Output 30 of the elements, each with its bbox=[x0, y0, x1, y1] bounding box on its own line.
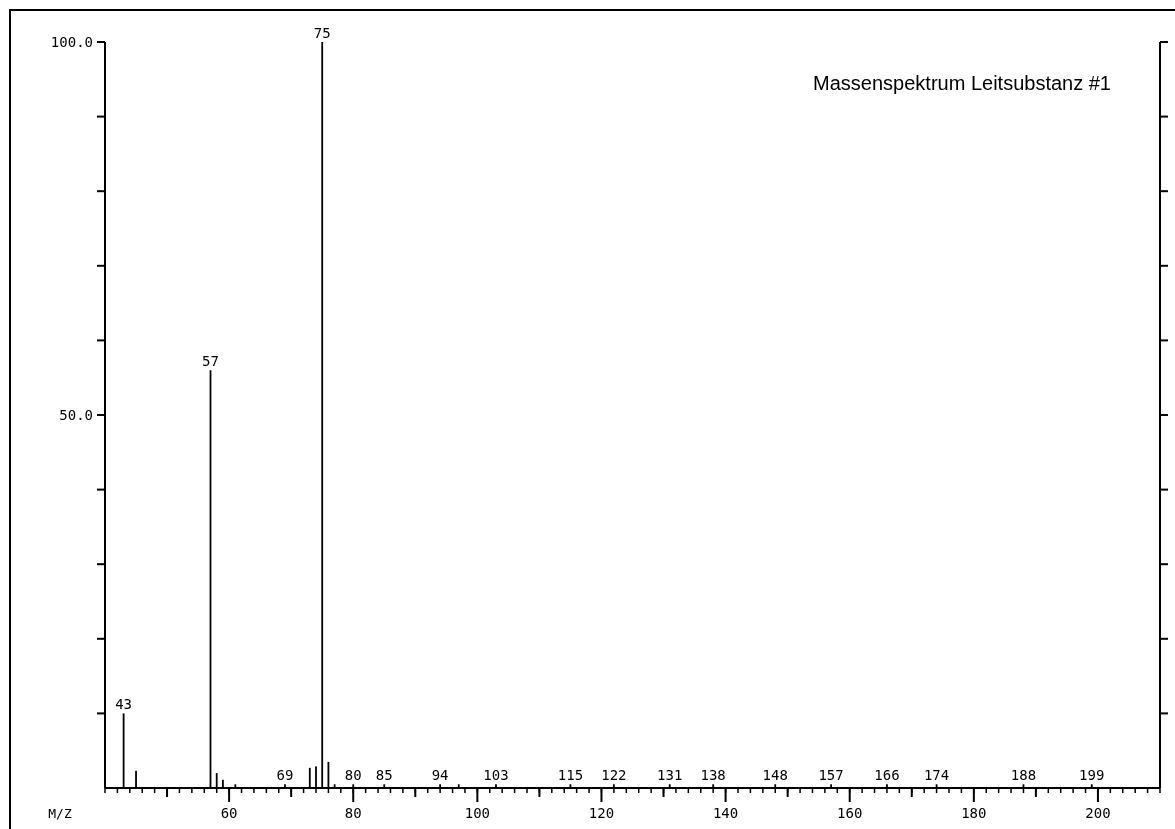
annotation: 94 bbox=[431, 767, 449, 784]
annotation: 174 bbox=[923, 767, 950, 784]
x-axis-title: M/Z bbox=[48, 806, 72, 821]
annotation: 188 bbox=[1010, 767, 1037, 784]
annotation: 85 bbox=[375, 767, 393, 784]
annotation: 157 bbox=[818, 767, 844, 784]
annotation: 115 bbox=[557, 767, 584, 784]
annotation: 122 bbox=[601, 767, 627, 784]
annotation: 199 bbox=[1079, 767, 1105, 784]
x-tick-label: 180 bbox=[961, 805, 987, 821]
x-tick-label: 120 bbox=[588, 805, 615, 821]
x-tick-label: 80 bbox=[344, 805, 362, 821]
y-tick-label: 100.0 bbox=[50, 34, 93, 50]
x-tick-label: 140 bbox=[712, 805, 739, 821]
annotation: 57 bbox=[202, 353, 219, 370]
annotation: 166 bbox=[874, 767, 900, 784]
annotation: 43 bbox=[115, 696, 133, 713]
annotation: 138 bbox=[700, 767, 726, 784]
x-tick-label: 100 bbox=[464, 805, 490, 821]
x-tick-label: 160 bbox=[837, 805, 863, 821]
annotation: 103 bbox=[483, 767, 509, 784]
y-tick-label: 50.0 bbox=[59, 407, 93, 423]
annotation: 69 bbox=[276, 767, 294, 784]
annotation: 75 bbox=[313, 25, 331, 41]
x-tick-label: 60 bbox=[220, 805, 238, 821]
x-tick-label: 200 bbox=[1085, 805, 1111, 821]
annotation: 80 bbox=[344, 767, 362, 784]
annotation: 148 bbox=[762, 767, 788, 784]
annotation: 131 bbox=[657, 767, 683, 784]
text: Massenspektrum Leitsubstanz #1 bbox=[813, 72, 1111, 94]
